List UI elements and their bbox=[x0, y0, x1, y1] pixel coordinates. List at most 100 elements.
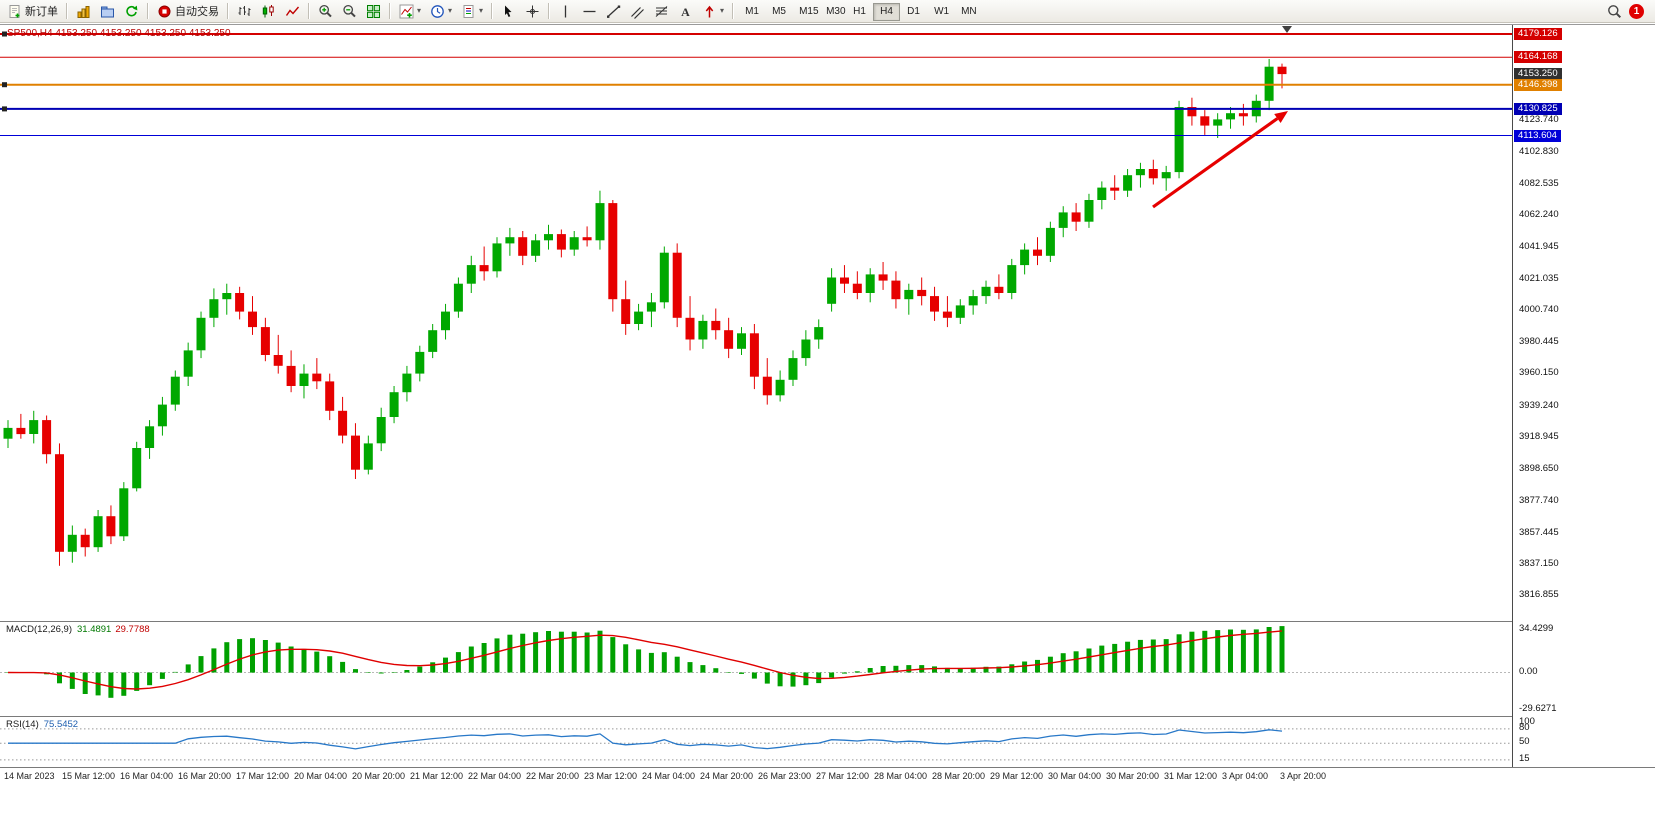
candle[interactable] bbox=[1123, 169, 1133, 197]
candle[interactable] bbox=[878, 262, 888, 290]
candle[interactable] bbox=[170, 370, 180, 411]
timeframe-button-h1[interactable]: H1 bbox=[846, 3, 873, 21]
candle[interactable] bbox=[286, 350, 296, 393]
timeframe-button-h4[interactable]: H4 bbox=[873, 2, 901, 21]
zoom-in-button[interactable] bbox=[314, 1, 337, 21]
candle[interactable] bbox=[1135, 162, 1145, 188]
macd-panel[interactable]: MACD(12,26,9) 31.4891 29.7788 bbox=[0, 621, 1512, 716]
candle[interactable] bbox=[994, 274, 1004, 300]
candle[interactable] bbox=[157, 396, 167, 436]
candle[interactable] bbox=[312, 358, 322, 390]
profiles-button[interactable] bbox=[96, 1, 119, 21]
candle[interactable] bbox=[183, 342, 193, 386]
candle[interactable] bbox=[930, 286, 939, 321]
candle[interactable] bbox=[711, 308, 721, 340]
candle[interactable] bbox=[441, 303, 450, 340]
trendline-button[interactable] bbox=[602, 1, 625, 21]
candle[interactable] bbox=[492, 237, 502, 278]
candle[interactable] bbox=[1007, 258, 1017, 300]
channel-button[interactable] bbox=[626, 1, 649, 21]
timeframe-button-m1[interactable]: M1 bbox=[738, 3, 765, 21]
candle[interactable] bbox=[55, 443, 64, 566]
candle[interactable] bbox=[235, 286, 245, 320]
bar-chart-mode-button[interactable] bbox=[233, 1, 256, 21]
candle[interactable] bbox=[453, 277, 463, 318]
fibonacci-button[interactable] bbox=[650, 1, 673, 21]
candle[interactable] bbox=[273, 334, 283, 374]
candlestick-plot[interactable] bbox=[0, 25, 1512, 621]
candle[interactable] bbox=[80, 528, 90, 557]
candle[interactable] bbox=[428, 324, 438, 359]
candle[interactable] bbox=[955, 299, 965, 324]
candle[interactable] bbox=[582, 226, 592, 247]
notification-badge[interactable]: 1 bbox=[1629, 3, 1644, 19]
trend-arrow-annotation[interactable] bbox=[1152, 111, 1288, 209]
main-chart-area[interactable]: SP500,H4 4153.250 4153.250 4153.250 4153… bbox=[0, 25, 1512, 621]
candle[interactable] bbox=[646, 293, 656, 328]
candle[interactable] bbox=[1174, 100, 1184, 179]
timeframe-button-w1[interactable]: W1 bbox=[927, 3, 954, 21]
candle[interactable] bbox=[106, 505, 116, 545]
candle[interactable] bbox=[145, 420, 155, 459]
candle[interactable] bbox=[556, 229, 566, 258]
candle[interactable] bbox=[852, 271, 862, 300]
candle[interactable] bbox=[685, 296, 695, 351]
rsi-plot[interactable] bbox=[0, 717, 1512, 767]
rsi-panel[interactable]: RSI(14) 75.5452 bbox=[0, 716, 1512, 767]
timeframe-button-m30[interactable]: M30 bbox=[819, 3, 846, 21]
candle[interactable] bbox=[634, 303, 644, 331]
candle[interactable] bbox=[363, 435, 373, 475]
chart-shift-marker[interactable] bbox=[1282, 26, 1292, 33]
candle[interactable] bbox=[531, 234, 541, 262]
candle[interactable] bbox=[621, 280, 631, 335]
candle[interactable] bbox=[1033, 237, 1042, 266]
candle[interactable] bbox=[827, 268, 837, 312]
search-button[interactable] bbox=[1603, 1, 1626, 21]
timeframe-button-d1[interactable]: D1 bbox=[900, 3, 927, 21]
macd-plot[interactable] bbox=[0, 622, 1512, 716]
charts-button[interactable] bbox=[72, 1, 95, 21]
candle[interactable] bbox=[891, 271, 901, 309]
candle[interactable] bbox=[762, 358, 772, 405]
candle[interactable] bbox=[775, 370, 785, 402]
candle[interactable] bbox=[724, 317, 734, 359]
candle[interactable] bbox=[1213, 113, 1223, 138]
candle[interactable] bbox=[29, 410, 39, 444]
cursor-button[interactable] bbox=[497, 1, 520, 21]
candle[interactable] bbox=[981, 280, 991, 304]
candle[interactable] bbox=[1071, 203, 1081, 231]
candle[interactable] bbox=[479, 246, 489, 281]
candle[interactable] bbox=[904, 283, 914, 315]
candle[interactable] bbox=[42, 415, 52, 464]
candle[interactable] bbox=[840, 265, 849, 293]
time-axis[interactable]: 14 Mar 2023 15 Mar 12:00 16 Mar 04:00 16 Ma… bbox=[0, 767, 1655, 786]
candle[interactable] bbox=[1200, 110, 1210, 135]
candle[interactable] bbox=[1238, 103, 1248, 126]
candle[interactable] bbox=[942, 296, 952, 328]
candle[interactable] bbox=[1097, 181, 1107, 210]
horizontal-line-4130.825[interactable] bbox=[0, 106, 1512, 112]
candle[interactable] bbox=[248, 296, 257, 335]
candle[interactable] bbox=[672, 243, 682, 328]
candle[interactable] bbox=[749, 324, 759, 390]
candle[interactable] bbox=[325, 373, 335, 421]
tile-windows-button[interactable] bbox=[362, 1, 385, 21]
candle[interactable] bbox=[132, 441, 142, 492]
candle[interactable] bbox=[788, 350, 798, 386]
candle[interactable] bbox=[196, 311, 206, 359]
candle[interactable] bbox=[1058, 206, 1068, 238]
crosshair-button[interactable] bbox=[521, 1, 544, 21]
candle[interactable] bbox=[518, 231, 528, 266]
candle[interactable] bbox=[119, 482, 129, 541]
zoom-out-button[interactable] bbox=[338, 1, 361, 21]
periods-button[interactable]: ▾ bbox=[426, 1, 456, 21]
candle[interactable] bbox=[569, 231, 579, 256]
autotrading-button[interactable]: 自动交易 bbox=[153, 1, 223, 21]
horizontal-line-4146.398[interactable] bbox=[0, 82, 1512, 88]
candle[interactable] bbox=[608, 200, 618, 312]
candle[interactable] bbox=[466, 255, 476, 293]
candle[interactable] bbox=[917, 277, 927, 306]
candle[interactable] bbox=[93, 510, 103, 552]
candle[interactable] bbox=[376, 407, 386, 452]
timeframe-button-m5[interactable]: M5 bbox=[765, 3, 792, 21]
